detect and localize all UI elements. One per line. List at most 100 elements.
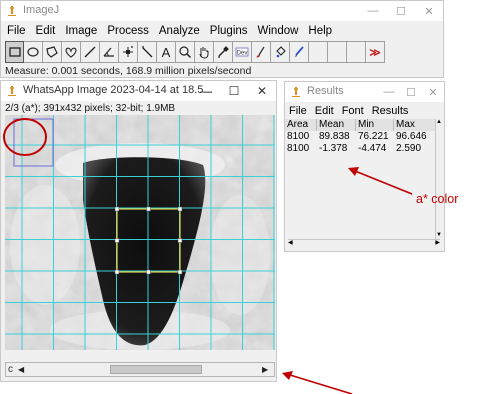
close-button[interactable]: ✕: [424, 5, 434, 18]
scroll-left-arrow-icon[interactable]: ◀: [18, 365, 25, 374]
rectangle-tool[interactable]: [5, 41, 24, 63]
scroll-left-arrow-icon[interactable]: ◀: [288, 240, 293, 246]
roi-handles[interactable]: [114, 206, 183, 275]
column-header[interactable]: Max: [394, 119, 438, 131]
imagej-app-icon: [8, 86, 16, 96]
polygon-icon: [46, 46, 58, 58]
line-icon: [84, 46, 96, 58]
results-menu-file[interactable]: File: [289, 105, 307, 117]
line-tool[interactable]: [81, 41, 100, 63]
cell-max: 96.646: [396, 131, 427, 142]
menu-image[interactable]: Image: [65, 25, 98, 37]
color-picker-tool[interactable]: [214, 41, 233, 63]
menu-help[interactable]: Help: [308, 25, 333, 37]
tongue-image: [5, 115, 275, 350]
freehand-tool[interactable]: [62, 41, 81, 63]
text-icon: A: [162, 45, 171, 59]
cell-area: 8100: [287, 131, 310, 142]
oval-icon: [27, 47, 39, 57]
results-menu-results[interactable]: Results: [371, 105, 409, 117]
main-titlebar[interactable]: ImageJ — ☐ ✕: [1, 1, 443, 21]
column-header[interactable]: Min: [356, 119, 394, 131]
image-window-title: WhatsApp Image 2023-04-14 at 18.5...: [23, 84, 213, 96]
close-button[interactable]: ✕: [256, 84, 268, 98]
flood-fill-tool[interactable]: [271, 41, 290, 63]
double-arrow-icon: ≫: [369, 46, 381, 59]
brush-icon: [256, 46, 265, 58]
close-button[interactable]: ✕: [428, 86, 438, 99]
overlay-grid: [5, 115, 275, 350]
maximize-button[interactable]: ☐: [228, 84, 240, 98]
empty-tool-slot[interactable]: [347, 41, 366, 63]
scroll-right-arrow-icon[interactable]: ▶: [435, 240, 440, 246]
menu-process[interactable]: Process: [107, 25, 149, 37]
wand-icon: [142, 46, 153, 58]
table-row[interactable]: 8100 89.838 76.221 96.646: [285, 131, 438, 143]
maximize-button[interactable]: ☐: [396, 5, 406, 18]
rectangle-icon: [8, 47, 21, 57]
menu-plugins[interactable]: Plugins: [209, 25, 248, 37]
scrollbar-thumb[interactable]: [110, 365, 202, 374]
magnifier-icon: [179, 46, 192, 59]
minimize-button[interactable]: —: [200, 84, 212, 98]
image-titlebar[interactable]: WhatsApp Image 2023-04-14 at 18.5... — ☐…: [1, 81, 276, 101]
tongue-shape: [83, 157, 206, 346]
table-row[interactable]: 8100 -1.378 -4.474 2.590: [285, 143, 438, 155]
minimize-button[interactable]: —: [367, 5, 379, 17]
more-tools-button[interactable]: ≫: [366, 41, 385, 63]
column-header[interactable]: Mean: [317, 119, 356, 131]
image-horizontal-scrollbar[interactable]: c ◀ ▶: [5, 362, 275, 377]
wand-tool[interactable]: [138, 41, 157, 63]
point-tool[interactable]: [119, 41, 138, 63]
menu-window[interactable]: Window: [257, 25, 299, 37]
cell-min: -4.474: [358, 143, 387, 154]
angle-tool[interactable]: [100, 41, 119, 63]
image-window: WhatsApp Image 2023-04-14 at 18.5... — ☐…: [0, 80, 277, 382]
status-bar: Measure: 0.001 seconds, 168.9 million pi…: [5, 65, 252, 77]
results-menu-font[interactable]: Font: [341, 105, 364, 117]
polygon-tool[interactable]: [43, 41, 62, 63]
image-info-line: 2/3 (a*); 391x432 pixels; 32-bit; 1.9MB: [5, 103, 176, 114]
brush-tool[interactable]: [252, 41, 271, 63]
imagej-app-icon: [8, 6, 16, 16]
annotation-label: a* color: [416, 192, 459, 206]
results-window: Results — ☐ ✕ File Edit Font Results Are…: [284, 81, 445, 252]
image-canvas[interactable]: [5, 115, 275, 350]
oval-tool[interactable]: [24, 41, 43, 63]
text-tool[interactable]: A: [157, 41, 176, 63]
pencil-icon: [295, 46, 304, 57]
results-menubar: File Edit Font Results: [289, 104, 416, 118]
minimize-button[interactable]: —: [383, 86, 395, 98]
cell-mean: 89.838: [319, 131, 350, 142]
results-menu-edit[interactable]: Edit: [314, 105, 334, 117]
empty-tool-slot[interactable]: [328, 41, 347, 63]
channel-label: c: [8, 364, 13, 375]
pencil-tool[interactable]: [290, 41, 309, 63]
svg-text:Dev: Dev: [237, 51, 248, 57]
developer-menu[interactable]: Dev: [233, 41, 252, 63]
results-table: Area Mean Min Max 8100 89.838 76.221 96.…: [285, 119, 438, 155]
svg-text:A: A: [162, 45, 171, 59]
main-menubar: File Edit Image Process Analyze Plugins …: [1, 23, 443, 39]
bucket-icon: [276, 46, 286, 58]
menu-analyze[interactable]: Analyze: [158, 25, 200, 37]
cell-area: 8100: [287, 143, 310, 154]
empty-tool-slot[interactable]: [309, 41, 328, 63]
menu-file[interactable]: File: [7, 25, 26, 37]
results-titlebar[interactable]: Results — ☐ ✕: [285, 82, 444, 102]
magnifier-tool[interactable]: [176, 41, 195, 63]
scroll-right-arrow-icon[interactable]: ▶: [262, 365, 269, 374]
results-vertical-scrollbar[interactable]: ▲ ▼: [435, 119, 442, 239]
hand-icon: [199, 47, 209, 59]
dev-icon: Dev: [235, 47, 249, 57]
results-horizontal-scrollbar[interactable]: ◀ ▶: [288, 239, 440, 247]
menu-edit[interactable]: Edit: [35, 25, 56, 37]
angle-icon: [103, 47, 114, 57]
main-window-title: ImageJ: [23, 4, 60, 16]
maximize-button[interactable]: ☐: [406, 86, 416, 99]
scroll-down-arrow-icon[interactable]: ▼: [436, 232, 442, 238]
point-icon: [123, 46, 133, 57]
column-header[interactable]: Area: [285, 119, 317, 131]
hand-tool[interactable]: [195, 41, 214, 63]
scroll-up-arrow-icon[interactable]: ▲: [436, 119, 442, 125]
